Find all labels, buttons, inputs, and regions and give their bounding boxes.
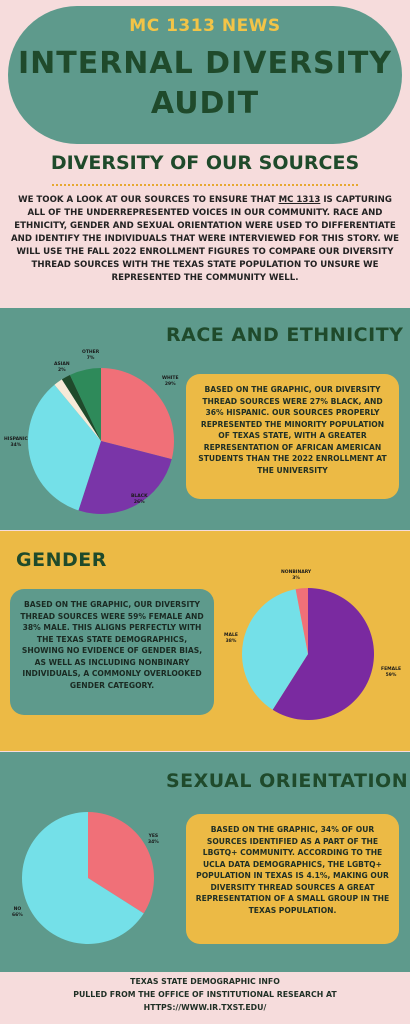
orientation-label-yes: YES 34% xyxy=(148,834,159,845)
gender-slice-female xyxy=(272,588,374,720)
race-slice-unlabeled-4 xyxy=(61,374,101,441)
race-pie-chart xyxy=(27,368,174,514)
page-title: INTERNAL DIVERSITY AUDIT xyxy=(17,46,393,121)
race-label-asian: ASIAN 2% xyxy=(54,362,70,373)
race-section: RACE AND ETHNICITY WHITE 29% BLACK 26% HIS… xyxy=(0,308,410,530)
intro-course-link[interactable]: MC 1313 xyxy=(278,195,321,205)
intro-text-b: IS CAPTURING ALL OF THE UNDERREPRESENTED… xyxy=(11,195,399,283)
gender-label-female: FEMALE 59% xyxy=(381,667,402,678)
race-slice-black xyxy=(78,441,172,514)
gender-heading: GENDER xyxy=(16,549,107,571)
footer-source-url[interactable]: HTTPS://WWW.IR.TXST.EDU/ xyxy=(143,1003,267,1012)
intro-heading: DIVERSITY OF OUR SOURCES xyxy=(50,152,360,174)
race-label-other: OTHER 7% xyxy=(82,350,100,361)
orientation-label-no: NO 66% xyxy=(12,907,23,918)
race-slice-white xyxy=(101,368,174,460)
race-slice-asian xyxy=(54,379,101,441)
gender-summary-box: BASED ON THE GRAPHIC, OUR DIVERSITY THRE… xyxy=(10,589,214,715)
orientation-heading: SEXUAL ORIENTATION xyxy=(166,770,409,792)
header-banner: MC 1313 NEWS INTERNAL DIVERSITY AUDIT xyxy=(8,6,402,144)
orientation-slice-no xyxy=(22,812,144,944)
footer-source: TEXAS STATE DEMOGRAPHIC INFO PULLED FROM… xyxy=(0,975,410,1014)
race-label-white: WHITE 29% xyxy=(162,376,179,387)
race-label-hispanic: HISPANIC 34% xyxy=(4,437,28,448)
orientation-pie-chart xyxy=(22,812,154,944)
footer-line-2: PULLED FROM THE OFFICE OF INSTITUTIONAL … xyxy=(73,990,337,999)
orientation-section: SEXUAL ORIENTATION YES 34% NO 66% BASED ON… xyxy=(0,752,410,972)
race-slice-other xyxy=(69,368,101,441)
gender-label-male: MALE 38% xyxy=(224,633,238,644)
race-heading: RACE AND ETHNICITY xyxy=(166,324,404,346)
footer-line-1: TEXAS STATE DEMOGRAPHIC INFO xyxy=(130,977,280,986)
dotted-divider xyxy=(52,184,358,186)
race-summary-box: BASED ON THE GRAPHIC, OUR DIVERSITY THRE… xyxy=(186,374,399,499)
orientation-slice-yes xyxy=(88,812,154,914)
gender-section: GENDER BASED ON THE GRAPHIC, OUR DIVERSI… xyxy=(0,531,410,751)
gender-slice-nonbinary xyxy=(295,588,308,654)
intro-text-a: WE TOOK A LOOK AT OUR SOURCES TO ENSURE … xyxy=(18,195,279,205)
gender-slice-male xyxy=(242,589,308,710)
gender-label-nonbinary: NONBINARY 3% xyxy=(281,570,312,581)
gender-pie-chart xyxy=(242,588,374,720)
orientation-summary-box: BASED ON THE GRAPHIC, 34% OF OUR SOURCES… xyxy=(186,814,399,944)
publication-kicker: MC 1313 NEWS xyxy=(129,16,281,36)
race-slice-hispanic xyxy=(27,384,102,511)
intro-paragraph: WE TOOK A LOOK AT OUR SOURCES TO ENSURE … xyxy=(8,194,402,285)
race-label-black: BLACK 26% xyxy=(131,494,148,505)
